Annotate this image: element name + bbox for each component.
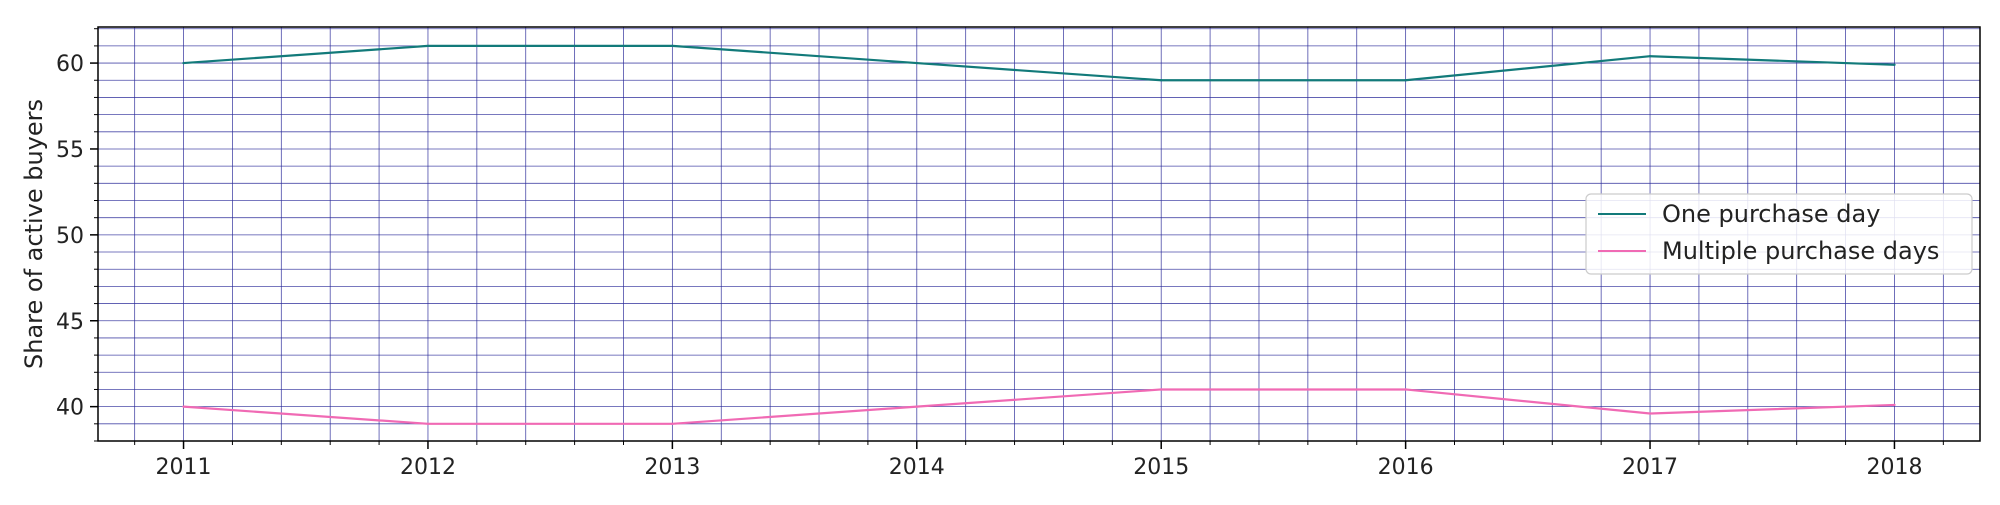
x-tick-label: 2016 — [1378, 455, 1434, 480]
data-point — [1404, 388, 1407, 391]
y-tick-label: 40 — [56, 396, 84, 421]
x-tick-label: 2013 — [644, 455, 700, 480]
data-point — [1160, 388, 1163, 391]
legend: One purchase day Multiple purchase days — [1585, 193, 1973, 275]
x-tick-label: 2018 — [1866, 455, 1922, 480]
y-tick-label: 55 — [56, 138, 84, 163]
plot-frame — [97, 26, 1981, 442]
x-tick-label: 2012 — [400, 455, 456, 480]
data-point — [1893, 63, 1896, 66]
x-tick-label: 2014 — [889, 455, 945, 480]
data-point — [1160, 79, 1163, 82]
data-point — [182, 405, 185, 408]
series-line — [183, 44, 1895, 82]
legend-label-multiple-purchase-days: Multiple purchase days — [1662, 237, 1939, 265]
series-line — [183, 388, 1895, 425]
y-tick-label: 60 — [56, 52, 84, 77]
data-point — [1893, 403, 1896, 407]
data-point — [1404, 79, 1407, 82]
series-layer — [182, 44, 1896, 426]
series-multiple-purchase-days — [182, 388, 1896, 426]
series-one-purchase-day — [182, 44, 1896, 82]
x-tick-label: 2015 — [1133, 455, 1189, 480]
y-tick-label: 50 — [56, 224, 84, 249]
data-point — [915, 61, 918, 65]
x-axis: 2011 2012 2013 2014 2015 2016 2017 2018 — [134, 441, 1944, 480]
data-point — [426, 422, 430, 426]
legend-label-one-purchase-day: One purchase day — [1662, 200, 1880, 228]
data-point — [671, 422, 674, 426]
legend-box — [1585, 193, 1973, 275]
x-tick-label: 2011 — [156, 455, 212, 480]
y-axis: 40 45 50 55 60 — [56, 28, 98, 442]
data-point — [426, 44, 430, 48]
x-tick-label: 2017 — [1622, 455, 1678, 480]
data-point — [1648, 412, 1652, 415]
data-point — [671, 44, 674, 48]
y-axis-title: Share of active buyers — [20, 99, 48, 369]
data-point — [1648, 55, 1652, 58]
data-point — [182, 61, 185, 65]
y-tick-label: 45 — [56, 310, 84, 335]
data-point — [915, 405, 918, 408]
